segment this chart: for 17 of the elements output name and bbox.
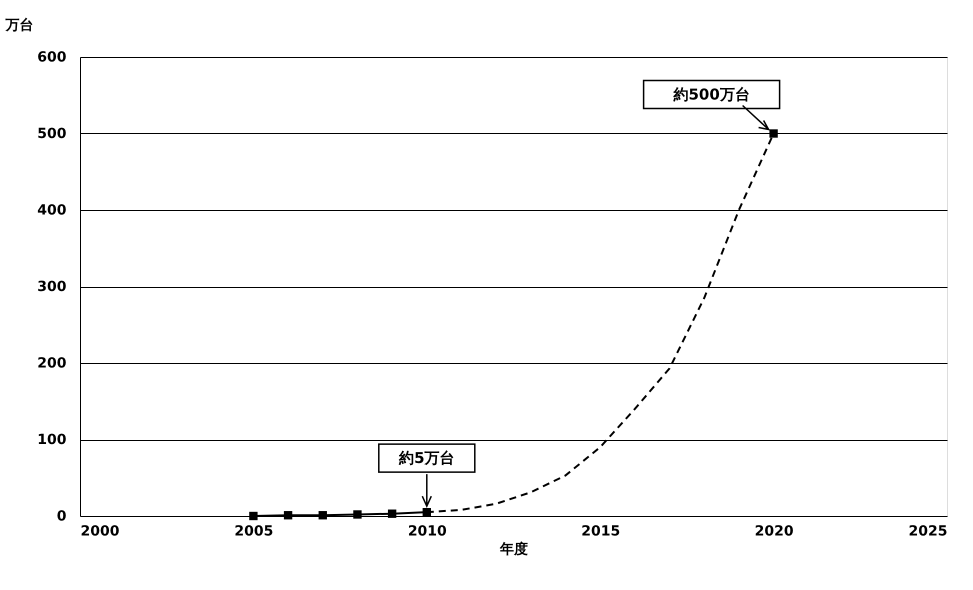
x-tick-label: 2010 <box>408 524 448 540</box>
y-tick-label: 400 <box>37 202 67 218</box>
x-tick-label: 2005 <box>234 524 274 540</box>
y-tick-label: 100 <box>37 432 67 448</box>
y-tick-label: 0 <box>56 508 67 524</box>
x-tick-label: 2000 <box>80 524 120 540</box>
y-axis-title: 万台 <box>4 18 34 34</box>
y-tick-label: 500 <box>37 126 67 142</box>
y-tick-label: 200 <box>37 356 67 372</box>
y-tick-label: 600 <box>37 50 67 66</box>
annotation: 約500万台 <box>672 86 750 104</box>
x-tick-label: 2015 <box>581 524 620 540</box>
x-tick-label: 2025 <box>908 524 948 540</box>
x-axis-title: 年度 <box>499 540 528 558</box>
x-tick-label: 2020 <box>754 524 794 540</box>
annotation: 約5万台 <box>398 449 455 468</box>
y-tick-label: 300 <box>37 279 67 295</box>
